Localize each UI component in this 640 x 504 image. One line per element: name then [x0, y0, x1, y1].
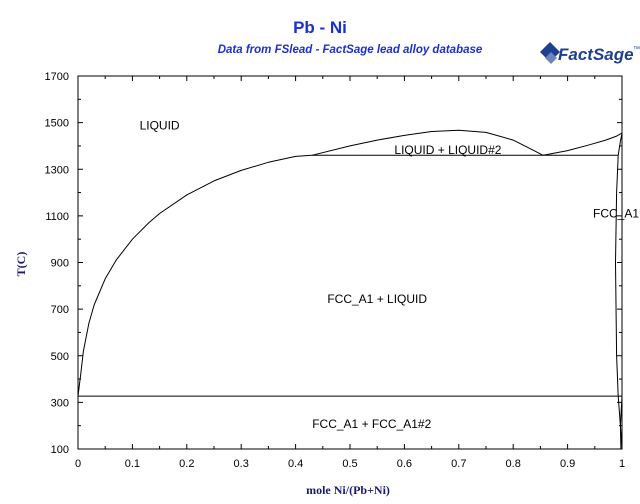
y-tick-label: 100 [51, 444, 69, 456]
x-tick-label: 0.5 [342, 458, 357, 470]
y-axis-ticks: 100 300 500 700 900 1100 1300 1500 1700 [45, 71, 622, 456]
y-tick-label: 1500 [45, 118, 69, 130]
y-axis-label: T(C) [14, 252, 28, 277]
x-tick-label: 0.1 [125, 458, 140, 470]
x-tick-label: 0.8 [506, 458, 521, 470]
factsage-logo-text: FactSage [558, 45, 634, 64]
x-tick-label: 1 [619, 458, 625, 470]
x-tick-label: 0.7 [451, 458, 466, 470]
x-tick-label: 0.4 [288, 458, 303, 470]
y-tick-label: 1100 [45, 211, 69, 223]
phase-boundary-line-0 [77, 154, 312, 397]
y-tick-label: 1700 [45, 71, 69, 83]
phase-region-label: LIQUID + LIQUID#2 [394, 143, 501, 157]
chart-title: Pb - Ni [293, 18, 347, 37]
y-tick-label: 300 [51, 397, 69, 409]
x-tick-label: 0.9 [560, 458, 575, 470]
factsage-logo: FactSage ™ [540, 42, 640, 64]
x-tick-label: 0.3 [234, 458, 249, 470]
x-tick-label: 0.6 [397, 458, 412, 470]
phase-boundaries [77, 129, 623, 450]
phase-boundary-line-2 [543, 132, 623, 156]
y-tick-label: 500 [51, 351, 69, 363]
phase-boundary-line-6 [617, 133, 623, 156]
phase-region-labels: LIQUID LIQUID + LIQUID#2 FCC_A1 FCC_A1 + LI… [140, 118, 640, 430]
y-tick-label: 700 [51, 304, 69, 316]
x-axis-label: mole Ni/(Pb+Ni) [306, 483, 390, 497]
phase-region-label: FCC_A1 + LIQUID [327, 292, 427, 306]
phase-region-label: FCC_A1 [593, 207, 639, 221]
phase-boundary-line-1 [311, 129, 544, 156]
x-tick-label: 0.2 [179, 458, 194, 470]
x-tick-label: 0 [75, 458, 81, 470]
phase-region-label: FCC_A1 + FCC_A1#2 [312, 417, 431, 431]
chart-subtitle: Data from FSlead - FactSage lead alloy d… [217, 44, 483, 56]
x-axis-ticks: 0 0.1 0.2 0.3 0.4 0.5 0.6 0.7 0.8 0.9 1 [75, 76, 625, 470]
phase-region-label: LIQUID [140, 118, 180, 132]
y-tick-label: 900 [51, 258, 69, 270]
phase-boundary-line-7 [619, 396, 623, 450]
factsage-logo-trademark: ™ [633, 46, 640, 53]
factsage-logo-icon [540, 42, 560, 64]
y-tick-label: 1300 [45, 164, 69, 176]
